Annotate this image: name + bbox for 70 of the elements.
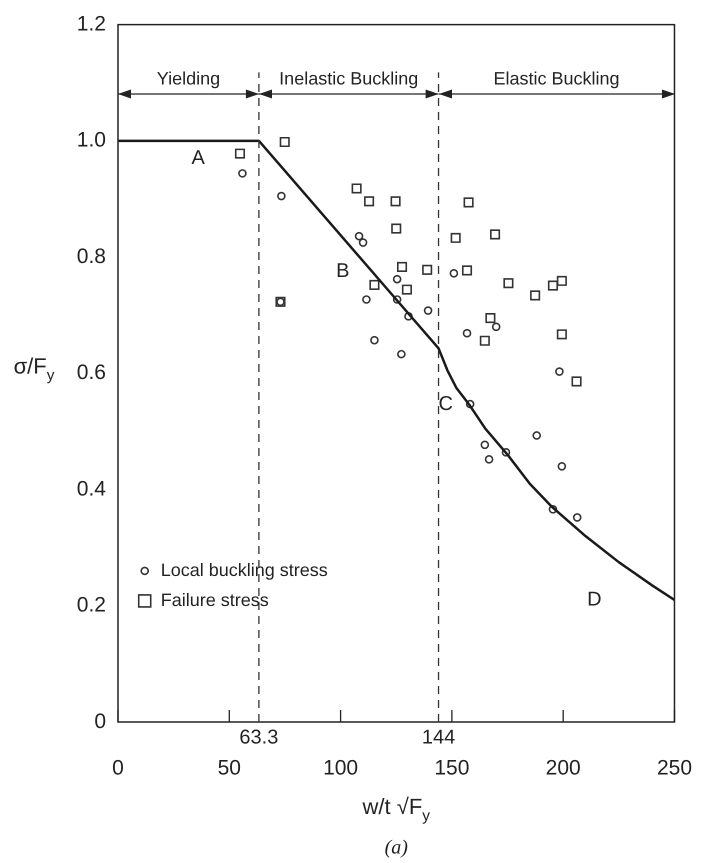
annotation: B: [336, 260, 350, 282]
point: [480, 440, 490, 450]
ref-line-label: 63.3: [239, 726, 278, 749]
point: [277, 192, 286, 200]
annotation: Inelastic Buckling: [279, 68, 418, 88]
point: [369, 280, 380, 290]
point: [484, 455, 494, 464]
annotation: Elastic Buckling: [493, 68, 620, 88]
point: [548, 280, 558, 291]
point: [558, 462, 566, 471]
point: [402, 284, 412, 295]
point: [492, 322, 500, 332]
point: [392, 274, 402, 284]
y-tick-label: 0.4: [76, 477, 106, 500]
point: [390, 196, 401, 206]
point: [280, 136, 290, 148]
point: [370, 336, 379, 344]
annotation: C: [438, 393, 453, 416]
y-tick-label: 0.2: [76, 594, 106, 617]
x-tick-label: 0: [112, 756, 124, 780]
y-tick-label: 0: [94, 710, 106, 733]
x-tick-label: 200: [546, 756, 581, 780]
point: [354, 232, 364, 240]
x-tick-label: 100: [323, 756, 358, 780]
x-tick-label: 250: [656, 756, 692, 780]
point: [364, 196, 374, 206]
point: [503, 278, 514, 288]
point: [234, 148, 246, 159]
point: [480, 336, 490, 346]
x-tick-label: 150: [434, 756, 470, 780]
point: [396, 262, 408, 272]
point: [424, 306, 432, 315]
point: [391, 224, 402, 234]
point: [397, 350, 406, 358]
point: [352, 183, 362, 194]
annotation: A: [191, 147, 206, 170]
point: [556, 276, 567, 286]
point: [530, 290, 540, 300]
point: [555, 367, 564, 376]
annotation: D: [587, 588, 602, 610]
point: [362, 295, 371, 304]
point: [450, 232, 461, 243]
point: [485, 313, 496, 324]
point: [462, 328, 472, 338]
x-tick-label: 50: [218, 756, 241, 780]
y-tick-label: 1.2: [76, 12, 106, 36]
legend-label: Local buckling stress: [160, 560, 328, 580]
point: [502, 448, 510, 457]
point: [358, 238, 368, 247]
ref-line-label: 144: [422, 726, 456, 749]
y-tick-label: 0.8: [76, 244, 106, 268]
point: [572, 376, 582, 386]
point: [464, 197, 474, 208]
text: (a): [384, 836, 408, 858]
point: [422, 264, 432, 275]
point: [392, 295, 402, 304]
point: [556, 329, 567, 340]
point: [450, 269, 458, 278]
annotation: Yielding: [156, 68, 220, 88]
point: [548, 504, 558, 514]
point: [462, 265, 472, 276]
point: [238, 169, 247, 178]
point: [490, 229, 500, 240]
y-tick-label: 0.6: [76, 361, 106, 384]
legend-label: Failure stress: [160, 590, 269, 610]
point: [404, 312, 413, 321]
point: [466, 400, 474, 408]
y-tick-label: 1.0: [76, 128, 106, 152]
point: [572, 513, 582, 522]
point: [532, 431, 541, 440]
